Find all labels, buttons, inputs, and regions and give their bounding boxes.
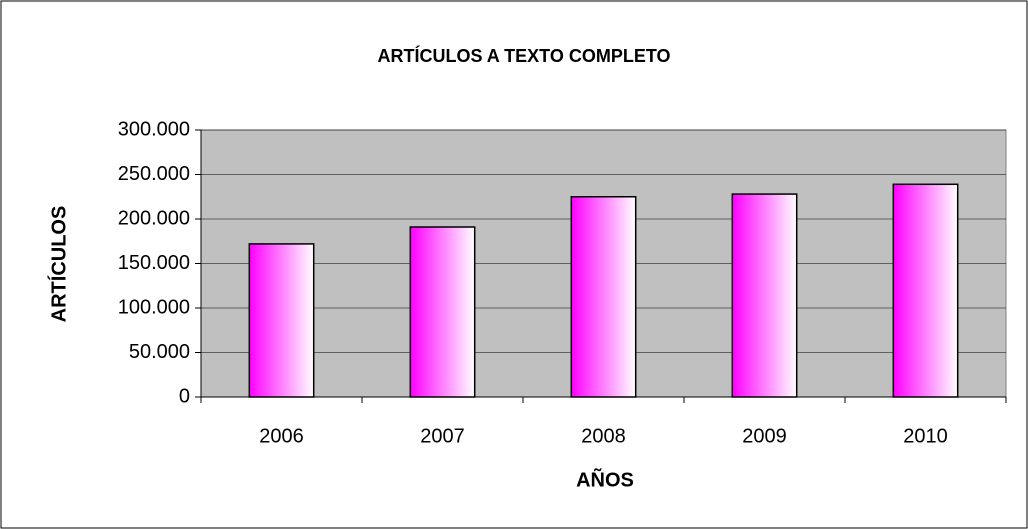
x-tick-label: 2007: [420, 425, 465, 447]
bar: [570, 196, 637, 398]
y-tick-label: 150.000: [118, 252, 190, 274]
bar: [409, 226, 476, 398]
x-tick-label: 2008: [581, 425, 626, 447]
x-tick-label: 2010: [903, 425, 948, 447]
bar: [892, 183, 959, 398]
bar: [248, 243, 315, 398]
y-axis-label: ARTÍCULOS: [47, 206, 70, 323]
chart-title: ARTÍCULOS A TEXTO COMPLETO: [377, 45, 670, 66]
x-tick-label: 2009: [742, 425, 787, 447]
x-axis-label: AÑOS: [576, 468, 634, 491]
y-tick-label: 200.000: [118, 207, 190, 229]
y-tick-label: 0: [179, 385, 190, 407]
y-tick-label: 300.000: [118, 118, 190, 140]
y-tick-label: 250.000: [118, 163, 190, 185]
x-tick-label: 2006: [259, 425, 304, 447]
y-tick-label: 50.000: [129, 341, 190, 363]
bar: [731, 193, 798, 398]
y-tick-label: 100.000: [118, 296, 190, 318]
